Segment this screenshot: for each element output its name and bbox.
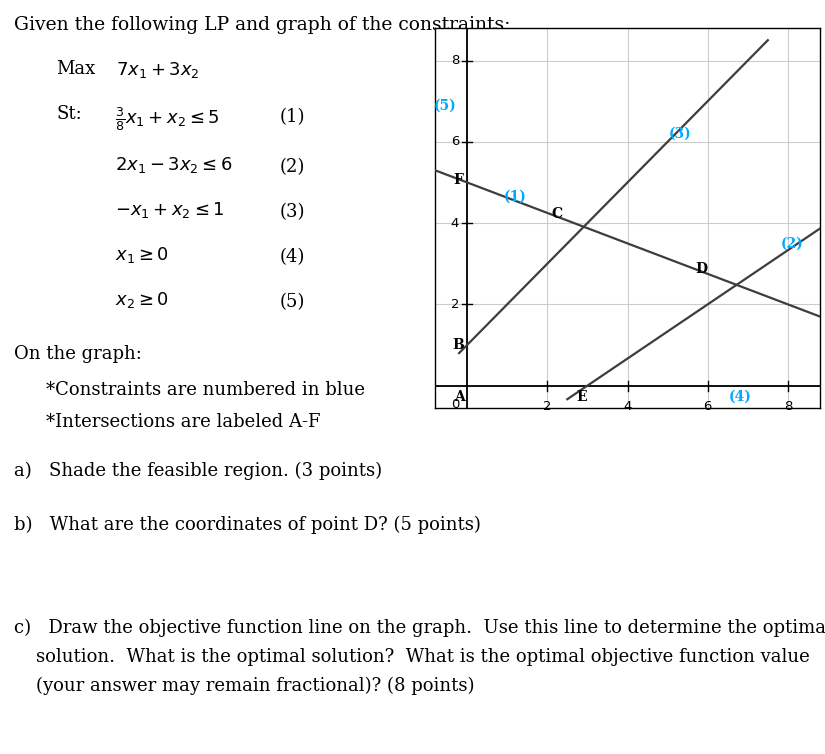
Text: (1): (1)	[280, 108, 305, 126]
Text: $2x_1 - 3x_2 \leq 6$: $2x_1 - 3x_2 \leq 6$	[115, 155, 233, 175]
Text: $x_1 \geq 0$: $x_1 \geq 0$	[115, 245, 169, 265]
Text: F: F	[453, 173, 463, 188]
Text: (3): (3)	[668, 127, 691, 141]
Text: B: B	[452, 338, 464, 352]
Text: (2): (2)	[280, 158, 305, 176]
Text: (5): (5)	[280, 293, 305, 311]
Text: c)   Draw the objective function line on the graph.  Use this line to determine : c) Draw the objective function line on t…	[14, 619, 825, 637]
Text: solution.  What is the optimal solution?  What is the optimal objective function: solution. What is the optimal solution? …	[36, 648, 810, 666]
Text: (4): (4)	[280, 248, 305, 266]
Text: (4): (4)	[728, 390, 752, 404]
Text: E: E	[576, 390, 587, 404]
Text: 4: 4	[624, 400, 632, 413]
Text: Max: Max	[56, 60, 95, 78]
Text: *Constraints are numbered in blue: *Constraints are numbered in blue	[46, 381, 365, 399]
Text: 4: 4	[450, 216, 459, 229]
Text: (1): (1)	[504, 190, 526, 204]
Text: *Intersections are labeled A-F: *Intersections are labeled A-F	[46, 413, 320, 431]
Text: (2): (2)	[780, 237, 804, 250]
Text: 6: 6	[704, 400, 712, 413]
Text: Given the following LP and graph of the constraints:: Given the following LP and graph of the …	[14, 16, 511, 34]
Text: 2: 2	[543, 400, 552, 413]
Text: 0: 0	[450, 398, 459, 411]
Text: 6: 6	[450, 135, 459, 149]
Text: 8: 8	[784, 400, 792, 413]
Text: 2: 2	[450, 298, 459, 311]
Text: $-x_1 + x_2 \leq 1$: $-x_1 + x_2 \leq 1$	[115, 200, 224, 220]
Text: A: A	[455, 390, 465, 404]
Text: On the graph:: On the graph:	[14, 345, 142, 363]
Text: (5): (5)	[434, 98, 456, 112]
Text: $\frac{3}{8}x_1 + x_2 \leq 5$: $\frac{3}{8}x_1 + x_2 \leq 5$	[115, 105, 219, 133]
Text: St:: St:	[56, 105, 82, 123]
Text: 8: 8	[450, 54, 459, 67]
Text: a)   Shade the feasible region. (3 points): a) Shade the feasible region. (3 points)	[14, 462, 382, 480]
Text: b)   What are the coordinates of point D? (5 points): b) What are the coordinates of point D? …	[14, 516, 481, 535]
Text: D: D	[695, 262, 708, 276]
Text: $7x_1 + 3x_2$: $7x_1 + 3x_2$	[116, 60, 200, 80]
Text: (3): (3)	[280, 203, 305, 221]
Text: (your answer may remain fractional)? (8 points): (your answer may remain fractional)? (8 …	[36, 677, 474, 695]
Text: C: C	[552, 207, 563, 221]
Text: $x_2 \geq 0$: $x_2 \geq 0$	[115, 290, 169, 310]
